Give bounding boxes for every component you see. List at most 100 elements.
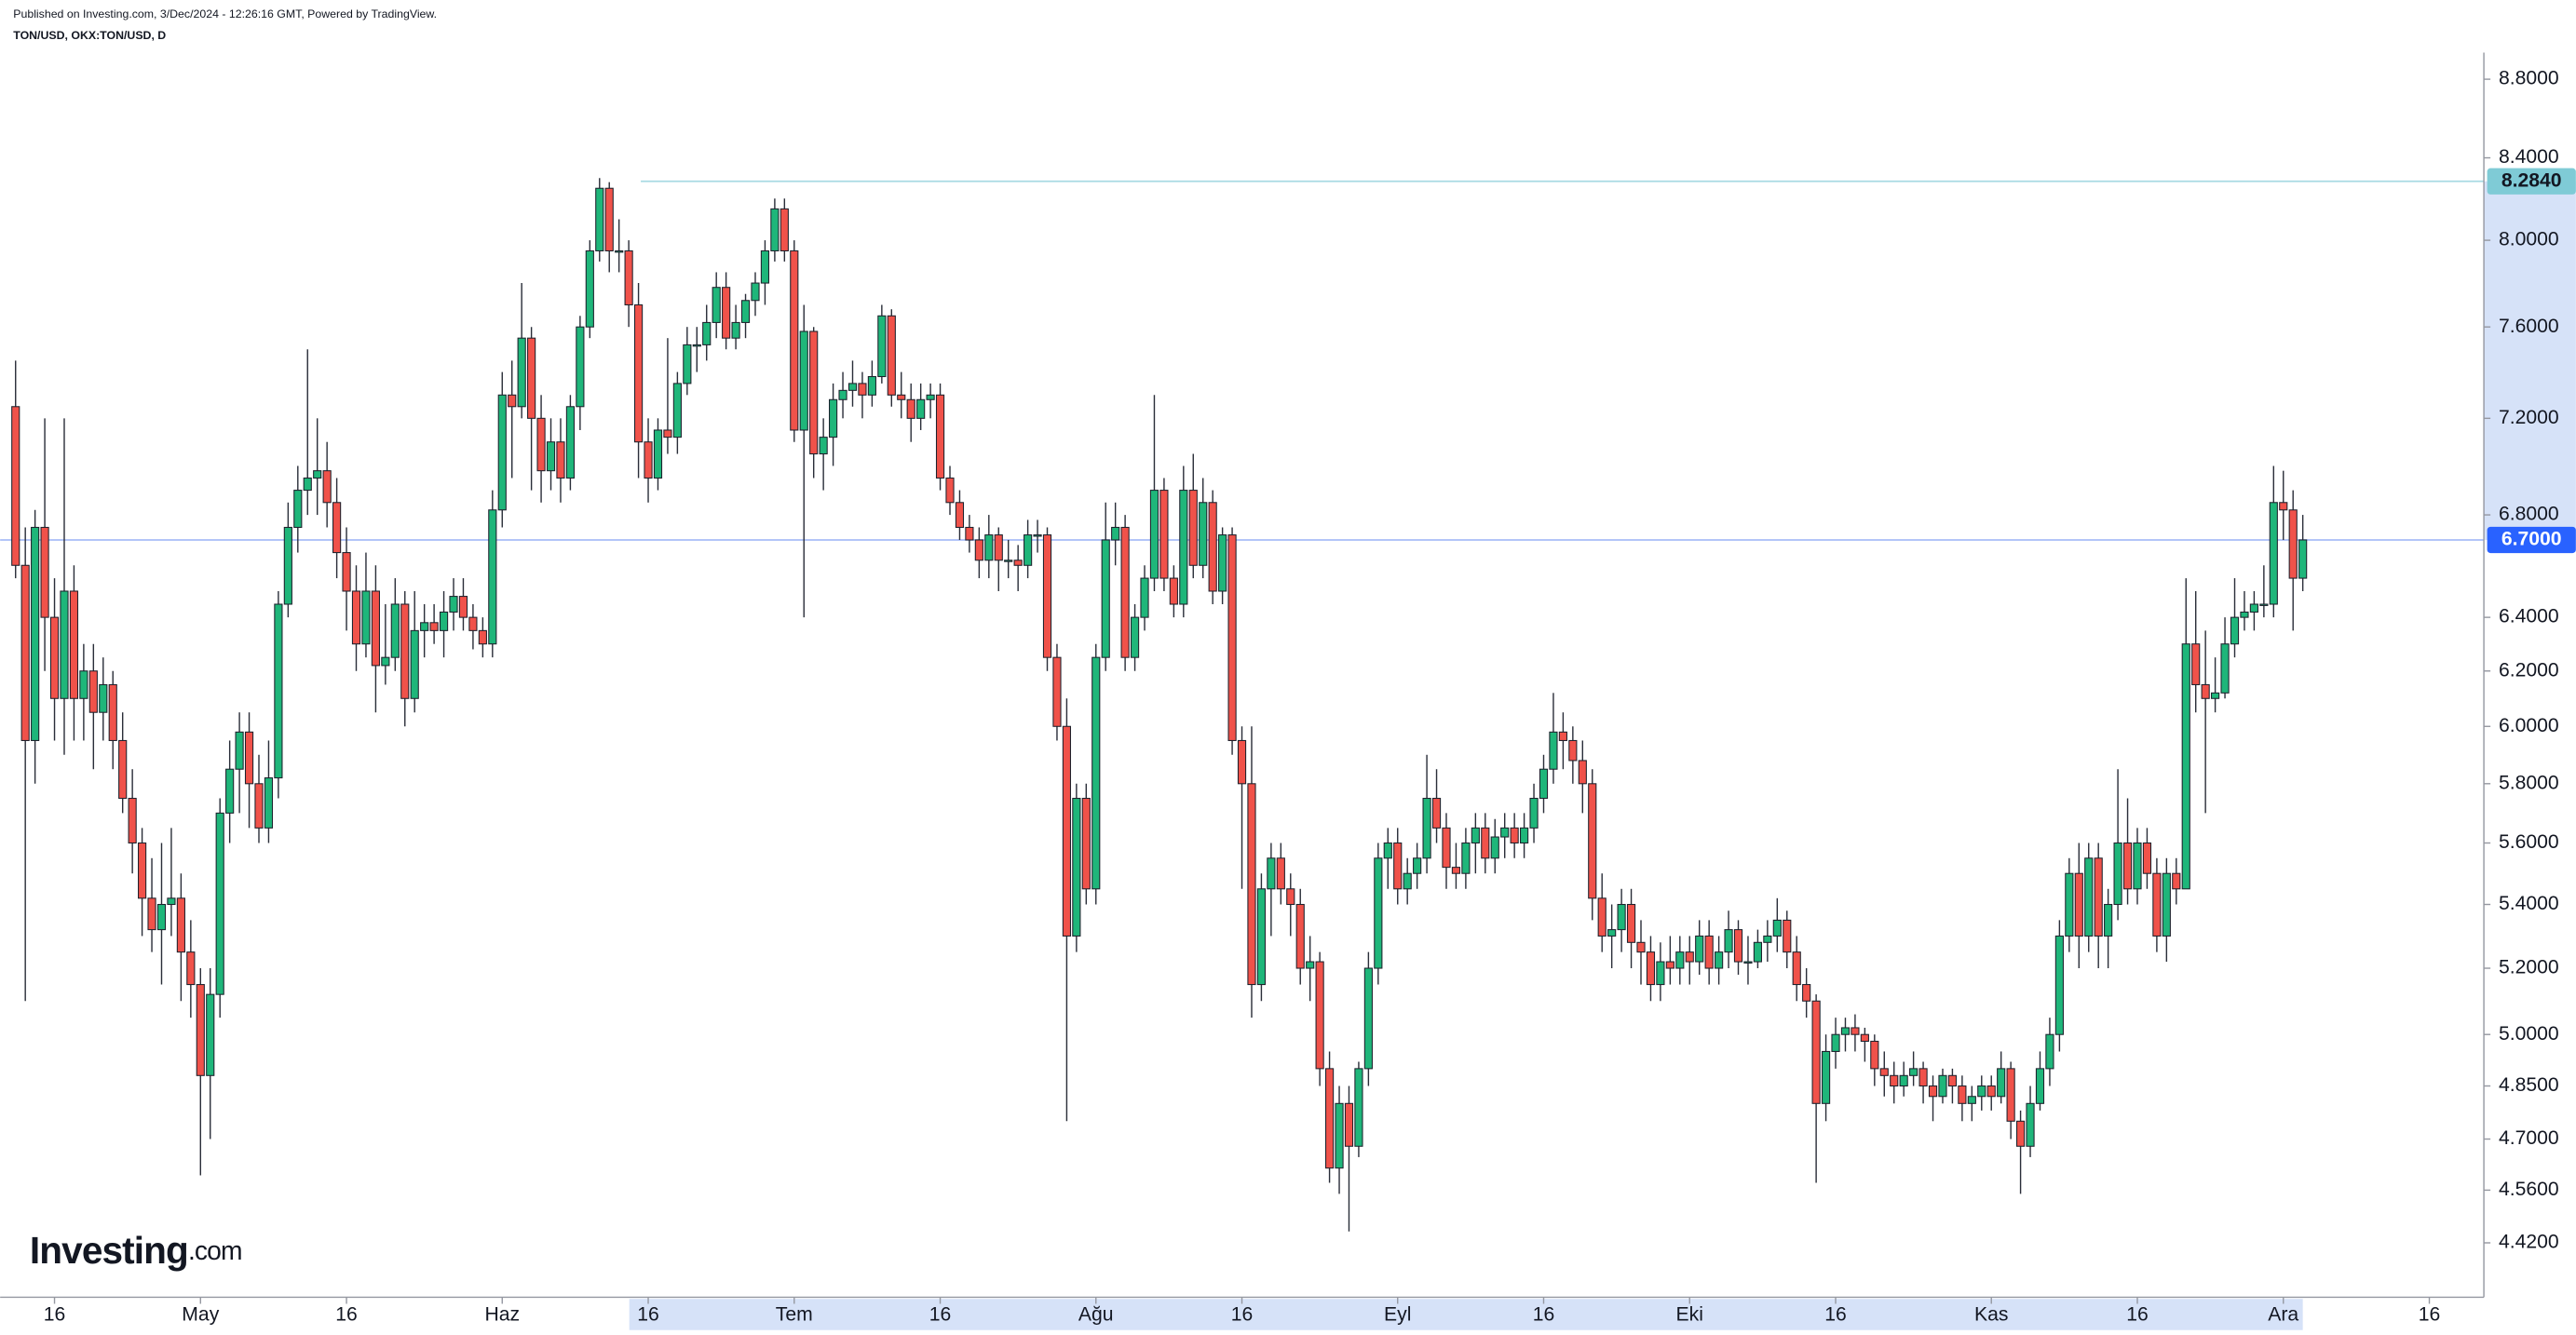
y-tick-label: 4.4200 [2499, 1232, 2559, 1253]
candle-body [508, 394, 517, 408]
y-axis-band [2484, 181, 2576, 540]
candle-body [69, 590, 79, 699]
x-tick-label: 16 [929, 1303, 952, 1325]
candle-body [31, 526, 40, 741]
candle-body [1986, 1085, 1996, 1098]
candle-body [916, 398, 926, 419]
candle-body [1743, 961, 1753, 964]
candle-body [2259, 603, 2269, 606]
price-lines [0, 180, 2485, 541]
price-label: 8.2840 [2501, 169, 2562, 191]
candle-body [1607, 929, 1617, 937]
candle-body [926, 394, 935, 400]
candle-body [488, 509, 497, 645]
candle-body [138, 842, 147, 899]
candle-body [2172, 872, 2181, 890]
candle-body [770, 208, 780, 252]
candle-body [974, 539, 983, 561]
candle-body [322, 470, 332, 504]
y-tick-label: 5.2000 [2499, 957, 2559, 978]
candle-body [867, 375, 876, 396]
candle-body [1490, 836, 1499, 859]
candle-body [1383, 842, 1392, 859]
candle-body [2104, 903, 2113, 937]
candle-body [371, 590, 380, 667]
candle-body [1052, 656, 1062, 727]
candle-body [2142, 842, 2152, 874]
x-tick-label: Ağu [1078, 1303, 1114, 1325]
candle-body [118, 739, 128, 800]
y-tick-label: 8.4000 [2499, 146, 2559, 168]
candle-body [2152, 872, 2162, 937]
candle-body [546, 441, 556, 472]
candle-body [790, 249, 799, 431]
x-tick-label: Tem [776, 1303, 813, 1325]
candle-body [1870, 1040, 1879, 1070]
candle-body [2006, 1068, 2015, 1122]
candle-body [2094, 857, 2103, 937]
candle-body [994, 534, 1003, 561]
candle-body [2279, 502, 2288, 511]
candle-body [1558, 731, 1567, 741]
candle-body [1918, 1068, 1928, 1087]
symbol-label: TON/USD, OKX:TON/USD, D [13, 29, 166, 42]
candle-body [1413, 857, 1422, 874]
candle-body [2015, 1120, 2026, 1147]
candle-body [2230, 616, 2240, 645]
candle-body [1860, 1033, 1869, 1043]
candle-body [1159, 490, 1169, 579]
candle-body [1315, 961, 1324, 1070]
x-tick-label: Eyl [1384, 1303, 1411, 1325]
y-tick-label: 6.0000 [2499, 715, 2559, 736]
candle-body [847, 383, 858, 391]
candle-body [829, 398, 838, 438]
candle-body [1471, 827, 1480, 844]
candle-body [2054, 935, 2064, 1035]
candle-body [313, 470, 322, 479]
candle-body [2162, 872, 2171, 937]
candle-body [1247, 783, 1256, 986]
candle-body [1792, 951, 1801, 986]
candle-body [2113, 842, 2122, 906]
candle-body [1510, 827, 1519, 844]
candle-body [1851, 1027, 1860, 1035]
candle-body [283, 526, 292, 605]
y-tick-label: 8.8000 [2499, 68, 2559, 89]
candle-body [838, 389, 847, 400]
candle-body [1539, 768, 1549, 800]
price-label: 6.7000 [2501, 529, 2562, 550]
candle-body [897, 394, 906, 400]
candle-body [293, 490, 303, 529]
candle-body [429, 622, 439, 631]
candle-body [420, 622, 429, 631]
logo: Investing.com [30, 1229, 242, 1272]
candle-body [342, 552, 351, 592]
candle-body [945, 477, 955, 504]
candle-body [1363, 967, 1373, 1070]
candle-body [1237, 739, 1247, 785]
candle-body [1617, 903, 1626, 931]
candle-body [1763, 935, 1772, 943]
logo-suffix: .com [188, 1235, 242, 1265]
candle-body [1626, 903, 1636, 943]
candle-body [955, 502, 965, 529]
candle-body [1120, 526, 1130, 658]
candle-body [1335, 1102, 1344, 1169]
candle-body [1772, 919, 1782, 937]
x-axis-band [629, 1299, 2303, 1330]
candle-body [2201, 683, 2210, 699]
x-tick-label: Eki [1676, 1303, 1703, 1325]
candle-body [1646, 951, 1656, 986]
candle-body [1374, 857, 1383, 969]
candle-body [1958, 1085, 1967, 1104]
candle-body [731, 321, 740, 339]
candle-body [809, 330, 819, 455]
candle-body [877, 315, 887, 378]
candle-body [1947, 1074, 1958, 1087]
candle-body [235, 731, 244, 770]
candle-body [1169, 577, 1178, 605]
candle-body [819, 437, 828, 455]
candle-body [1344, 1102, 1354, 1147]
candle-body [1393, 842, 1403, 890]
